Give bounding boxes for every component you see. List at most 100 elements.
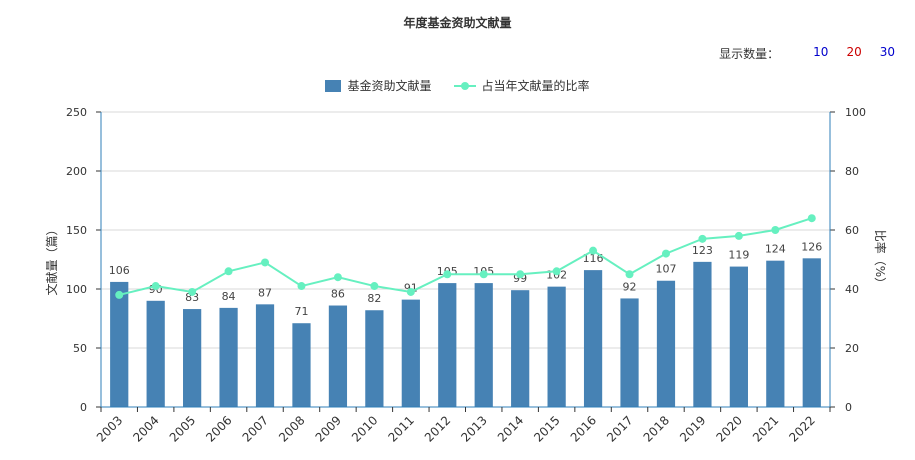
bar-value-label: 84 [222,290,236,303]
y-right-tick-label: 100 [845,106,866,119]
y-left-tick-label: 250 [66,106,87,119]
bar[interactable] [693,261,712,407]
x-tick-label: 2012 [422,413,453,444]
bar-value-label: 86 [331,288,345,301]
bar[interactable] [474,283,493,407]
y-right-axis-title: 比率（%） [873,230,888,289]
y-right-tick-label: 80 [845,165,859,178]
ratio-line [118,217,813,296]
display-count-option-20[interactable]: 20 [846,45,862,59]
x-tick-label: 2021 [750,413,781,444]
bar[interactable] [656,280,676,407]
x-tick-label: 2010 [349,413,380,444]
bar-value-label: 71 [294,305,308,318]
ratio-point[interactable] [698,234,707,243]
y-left-tick-label: 150 [66,224,87,237]
x-tick-label: 2019 [677,413,708,444]
bar[interactable] [292,323,311,407]
ratio-point[interactable] [589,246,598,255]
legend-item-line[interactable]: 占当年文献量的比率 [453,77,590,94]
ratio-point[interactable] [552,267,561,276]
ratio-point[interactable] [333,273,342,282]
display-count-option-10[interactable]: 10 [813,45,829,59]
y-left-axis-title: 文献量（篇） [44,223,59,295]
legend-item-bar[interactable]: 基金资助文献量 [325,77,432,94]
chart-title: 年度基金资助文献量 [403,16,512,30]
bar-value-label: 87 [258,286,272,299]
ratio-point[interactable] [406,287,415,296]
bar-value-label: 92 [623,280,637,293]
x-tick-label: 2013 [458,413,489,444]
ratio-point[interactable] [115,290,124,299]
x-tick-label: 2016 [568,413,599,444]
bar[interactable] [328,305,348,407]
y-right-tick-label: 60 [845,224,859,237]
display-count-option-30[interactable]: 30 [879,45,895,59]
y-left-tick-label: 200 [66,165,87,178]
x-tick-label: 2017 [604,413,635,444]
bar[interactable] [802,258,821,407]
ratio-point[interactable] [807,214,816,223]
x-tick-label: 2022 [786,413,817,444]
ratio-point[interactable] [443,270,452,279]
chart-legend: 基金资助文献量 占当年文献量的比率 [0,77,915,94]
bar-value-label: 107 [655,263,676,276]
ratio-point[interactable] [625,270,634,279]
ratio-point[interactable] [261,258,270,267]
bar[interactable] [729,266,748,407]
bar[interactable] [620,298,639,407]
ratio-point[interactable] [734,231,743,240]
x-tick-label: 2006 [203,413,234,444]
ratio-point[interactable] [479,270,488,279]
y-right-tick-label: 20 [845,342,859,355]
bar[interactable] [401,299,420,407]
bar[interactable] [438,283,457,407]
bar[interactable] [766,260,785,407]
bar-value-label: 126 [801,240,822,253]
y-right-tick-label: 0 [845,401,852,414]
bar[interactable] [255,304,275,407]
display-count-control: 显示数量： 10 20 30 [719,45,895,62]
display-count-label: 显示数量： [719,47,780,61]
bar-value-label: 106 [109,264,130,277]
x-tick-label: 2003 [94,413,125,444]
ratio-point[interactable] [297,282,306,291]
legend-bar-swatch [325,79,342,92]
bar[interactable] [146,300,165,407]
y-left-tick-label: 50 [73,342,87,355]
x-tick-label: 2005 [167,413,198,444]
bar[interactable] [583,270,603,407]
x-tick-label: 2014 [495,413,526,444]
y-right-tick-label: 40 [845,283,859,296]
x-tick-label: 2015 [531,413,562,444]
bar-value-label: 82 [367,292,381,305]
ratio-point[interactable] [151,282,160,291]
y-left-tick-label: 0 [80,401,87,414]
bar-value-label: 119 [728,249,749,262]
bar-value-label: 83 [185,291,199,304]
ratio-point[interactable] [370,282,379,291]
legend-bar-label: 基金资助文献量 [347,79,432,93]
ratio-point[interactable] [188,287,197,296]
x-tick-label: 2011 [385,413,416,444]
bar[interactable] [219,307,238,407]
x-tick-label: 2008 [276,413,307,444]
x-tick-label: 2020 [713,413,744,444]
x-tick-label: 2009 [313,413,344,444]
ratio-point[interactable] [771,226,780,234]
bar[interactable] [183,309,202,407]
ratio-point[interactable] [661,249,670,258]
legend-line-swatch [453,80,476,92]
bar[interactable] [110,281,129,407]
ratio-point[interactable] [516,270,525,279]
bar-value-label: 124 [765,243,786,256]
bar[interactable] [365,310,384,407]
y-left-tick-label: 100 [66,283,87,296]
bar[interactable] [511,290,530,407]
bar-value-label: 123 [692,244,713,257]
bar-value-label: 116 [583,252,604,265]
bar[interactable] [547,286,566,407]
x-tick-label: 2007 [240,413,271,444]
ratio-point[interactable] [224,267,233,276]
